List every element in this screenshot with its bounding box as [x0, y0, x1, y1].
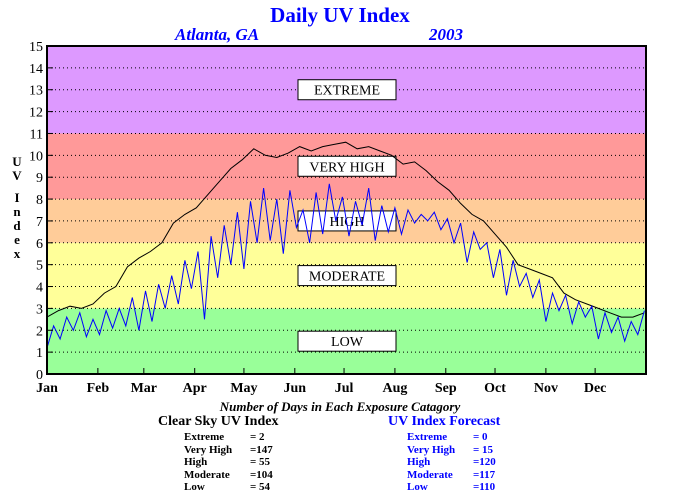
y-axis-label-letter: d	[13, 218, 21, 233]
forecast-value: =120	[473, 456, 496, 469]
clear-sky-counts: Clear Sky UV Index Extreme = 2 Very High =…	[158, 414, 278, 494]
x-tick-label: Apr	[183, 381, 207, 396]
forecast-row-very-high: Very High = 15	[388, 444, 500, 457]
x-tick-label: Jun	[284, 381, 307, 396]
band-label-box	[297, 210, 397, 232]
band-label: MODERATE	[309, 270, 385, 285]
chart-year: 2003	[429, 25, 463, 44]
forecast-value: = 15	[473, 443, 494, 456]
forecast-row-extreme: Extreme = 0	[388, 431, 500, 444]
y-tick-label: 1	[36, 346, 43, 361]
forecast-value: =117	[473, 468, 496, 481]
counts-title: Number of Days in Each Exposure Catagory	[219, 399, 461, 414]
y-tick-label: 0	[36, 368, 43, 383]
y-tick-label: 2	[36, 324, 43, 339]
clear-sky-label: Low	[184, 481, 205, 494]
x-tick-label: Mar	[131, 381, 157, 396]
x-tick-label: Jul	[335, 381, 354, 396]
y-tick-label: 12	[29, 106, 43, 121]
clear-sky-series-line	[46, 141, 645, 318]
y-axis-label-letter: V	[12, 168, 22, 183]
y-tick-label: 5	[36, 259, 43, 274]
y-axis-label-letter: n	[13, 204, 21, 219]
y-tick-label: 11	[30, 127, 43, 142]
x-tick-label: Oct	[484, 381, 506, 396]
y-tick-label: 10	[29, 149, 43, 164]
x-tick-label: Aug	[382, 381, 407, 396]
band-label-box	[297, 155, 397, 177]
y-tick-label: 9	[36, 171, 43, 186]
y-tick-label: 15	[29, 40, 43, 55]
forecast-label: Low	[407, 481, 428, 494]
chart-location: Atlanta, GA	[175, 25, 260, 44]
x-tick-label: Dec	[584, 381, 607, 396]
x-tick-label: Nov	[534, 381, 558, 396]
x-tick-label: Feb	[87, 381, 110, 396]
y-axis-label-letter: e	[14, 232, 20, 247]
y-tick-label: 4	[36, 281, 43, 296]
y-tick-label: 14	[29, 62, 43, 77]
band-label: LOW	[331, 335, 364, 350]
chart-title: Daily UV Index	[270, 3, 410, 27]
forecast-series-line	[46, 183, 645, 348]
clear-sky-value: =104	[250, 468, 273, 481]
forecast-heading: UV Index Forecast	[388, 414, 501, 429]
clear-sky-label: Very High	[184, 443, 233, 456]
clear-sky-row-extreme: Extreme = 2	[158, 431, 278, 444]
forecast-label: Extreme	[407, 431, 448, 443]
band-label: EXTREME	[314, 84, 380, 99]
clear-sky-value: =147	[250, 443, 273, 456]
forecast-label: High	[407, 456, 431, 469]
clear-sky-row-high: High = 55	[158, 456, 278, 469]
clear-sky-row-very-high: Very High =147	[158, 444, 278, 457]
y-tick-label: 6	[36, 237, 43, 252]
forecast-row-moderate: Moderate =117	[388, 469, 500, 482]
x-tick-label: Sep	[435, 381, 457, 396]
band-label-box	[297, 265, 397, 287]
forecast-counts: UV Index Forecast Extreme = 0 Very High = …	[388, 414, 500, 494]
band-label: VERY HIGH	[309, 160, 384, 175]
forecast-label: Moderate	[407, 468, 453, 481]
clear-sky-value: = 54	[250, 481, 271, 494]
band-label-box	[297, 79, 397, 101]
y-tick-label: 3	[36, 302, 43, 317]
y-tick-label: 13	[29, 84, 43, 99]
forecast-value: = 0	[473, 431, 488, 443]
clear-sky-row-low: Low = 54	[158, 481, 278, 494]
y-axis-label-letter: U	[12, 154, 22, 169]
forecast-value: =110	[473, 481, 496, 494]
y-tick-label: 7	[36, 215, 43, 230]
forecast-row-low: Low =110	[388, 481, 500, 494]
y-axis-label-letter: I	[14, 190, 19, 205]
clear-sky-label: High	[184, 456, 208, 469]
forecast-row-high: High =120	[388, 456, 500, 469]
x-tick-label: Jan	[36, 381, 58, 396]
y-tick-label: 8	[36, 193, 43, 208]
band-label-box	[297, 330, 397, 352]
clear-sky-row-moderate: Moderate =104	[158, 469, 278, 482]
clear-sky-label: Extreme	[184, 431, 225, 443]
clear-sky-label: Moderate	[184, 468, 230, 481]
clear-sky-value: = 2	[250, 431, 265, 443]
plot-frame	[46, 45, 647, 375]
clear-sky-value: = 55	[250, 456, 271, 469]
y-axis-label-letter: x	[14, 246, 21, 261]
clear-sky-heading: Clear Sky UV Index	[158, 414, 279, 429]
forecast-label: Very High	[407, 443, 456, 456]
x-tick-label: May	[230, 381, 257, 396]
